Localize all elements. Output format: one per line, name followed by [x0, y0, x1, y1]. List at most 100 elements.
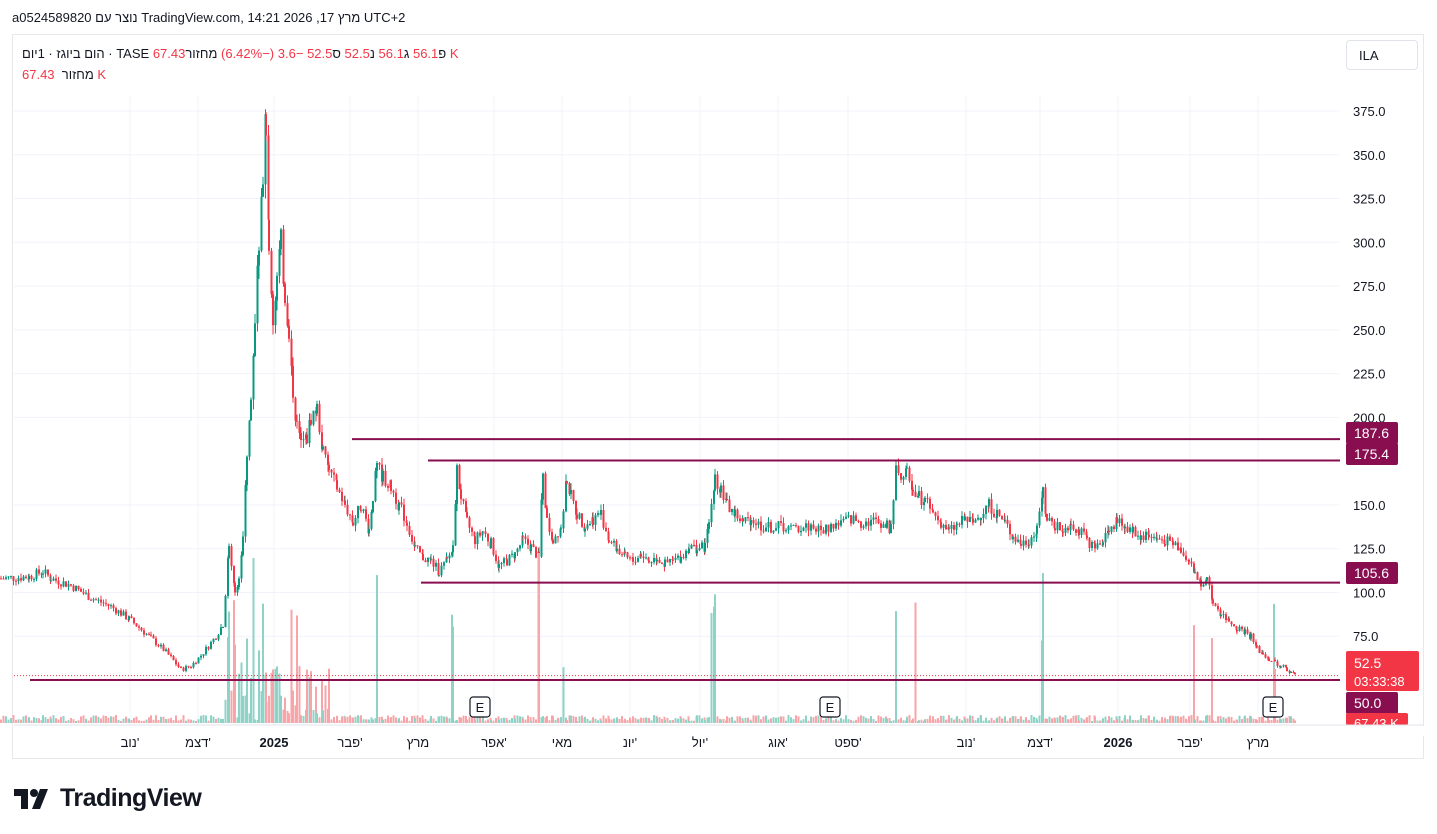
candle	[961, 516, 963, 525]
candle	[1252, 633, 1255, 642]
volume-bar	[1086, 717, 1088, 723]
candle	[75, 585, 77, 591]
candle	[387, 485, 389, 488]
volume-bar	[506, 720, 508, 723]
candle	[1174, 542, 1177, 546]
candle	[17, 578, 20, 582]
chart-panel	[12, 34, 1424, 759]
candle	[288, 325, 290, 339]
level-price-tag	[1346, 443, 1398, 465]
candle	[403, 504, 405, 521]
candle	[807, 523, 810, 531]
candle	[998, 509, 1001, 516]
candle	[414, 545, 416, 547]
volume-bar	[560, 717, 562, 723]
volume-bar	[205, 715, 207, 723]
volume-bar	[352, 718, 354, 723]
volume-bar	[584, 716, 586, 723]
volume-bar	[610, 719, 613, 723]
volume-bar	[1108, 716, 1110, 723]
earnings-marker[interactable]: E	[469, 696, 491, 718]
volume-bar	[1059, 715, 1061, 723]
volume-bar	[690, 720, 693, 723]
volume-bar	[817, 715, 820, 723]
candle	[282, 229, 285, 284]
symbol-currency-button[interactable]: ILA	[1346, 40, 1418, 70]
volume-bar	[674, 718, 677, 723]
volume-bar	[770, 718, 772, 723]
volume-bar	[503, 717, 505, 723]
candle	[122, 611, 125, 616]
candle	[621, 554, 623, 556]
earnings-marker[interactable]: E	[1262, 696, 1284, 718]
volume-bar	[820, 716, 822, 723]
candle	[498, 564, 500, 568]
volume-bar	[75, 720, 77, 723]
volume-bar	[937, 718, 939, 723]
candle	[867, 521, 870, 526]
candle	[1126, 526, 1129, 532]
candle	[1140, 535, 1142, 540]
candle	[207, 647, 210, 649]
volume-bar	[260, 691, 263, 723]
candle	[544, 473, 547, 508]
volume-bar	[190, 719, 192, 723]
volume-bar	[12, 715, 15, 723]
candle	[458, 465, 461, 490]
volume-bar	[1267, 716, 1269, 723]
volume-bar	[44, 717, 47, 723]
candle	[492, 538, 495, 555]
volume-bar	[138, 720, 140, 723]
candle	[586, 524, 589, 529]
volume-bar	[468, 716, 471, 723]
tradingview-logo[interactable]: TradingView	[14, 784, 202, 813]
volume-bar	[1078, 720, 1080, 723]
volume-bar	[1233, 720, 1235, 723]
y-tick-label: 150.0	[1353, 498, 1386, 513]
earnings-marker[interactable]: E	[819, 696, 841, 718]
volume-bar	[294, 705, 297, 723]
volume-bar	[514, 718, 516, 723]
candle	[985, 506, 987, 515]
volume-bar	[1126, 719, 1129, 723]
last-price-value: 52.5	[1354, 655, 1381, 671]
x-tick-label: ספט'	[834, 735, 861, 750]
volume-bar	[1274, 668, 1276, 723]
volume-bar	[360, 715, 362, 723]
volume-bar	[865, 717, 867, 723]
volume-bar	[175, 715, 177, 723]
volume-bar	[490, 720, 492, 723]
candle	[312, 410, 315, 425]
candle	[645, 557, 647, 559]
volume-bar	[296, 615, 298, 723]
volume-bar	[985, 717, 987, 723]
volume-bar	[1033, 716, 1035, 723]
volume-bar	[1252, 718, 1255, 723]
volume-bar	[540, 717, 543, 723]
candle	[438, 575, 440, 577]
candle	[432, 558, 435, 567]
volume-bar	[787, 715, 790, 723]
candle	[246, 456, 248, 486]
volume-bar	[1009, 717, 1011, 723]
candle	[143, 630, 145, 635]
volume-bar	[1238, 715, 1241, 723]
candle	[1075, 529, 1077, 533]
candle	[427, 557, 429, 563]
candle	[1096, 543, 1099, 549]
volume-bar	[57, 719, 60, 723]
volume-bar	[661, 719, 663, 723]
volume-bar	[602, 715, 605, 723]
candle	[696, 550, 698, 554]
volume-bar	[30, 720, 33, 723]
candle	[827, 524, 830, 532]
candle	[90, 599, 92, 601]
volume-bar	[498, 719, 500, 723]
candle	[419, 546, 421, 553]
candle	[1161, 539, 1163, 541]
candle	[576, 514, 578, 519]
volume-bar	[462, 715, 465, 723]
candle	[785, 530, 787, 532]
candle	[551, 531, 553, 540]
